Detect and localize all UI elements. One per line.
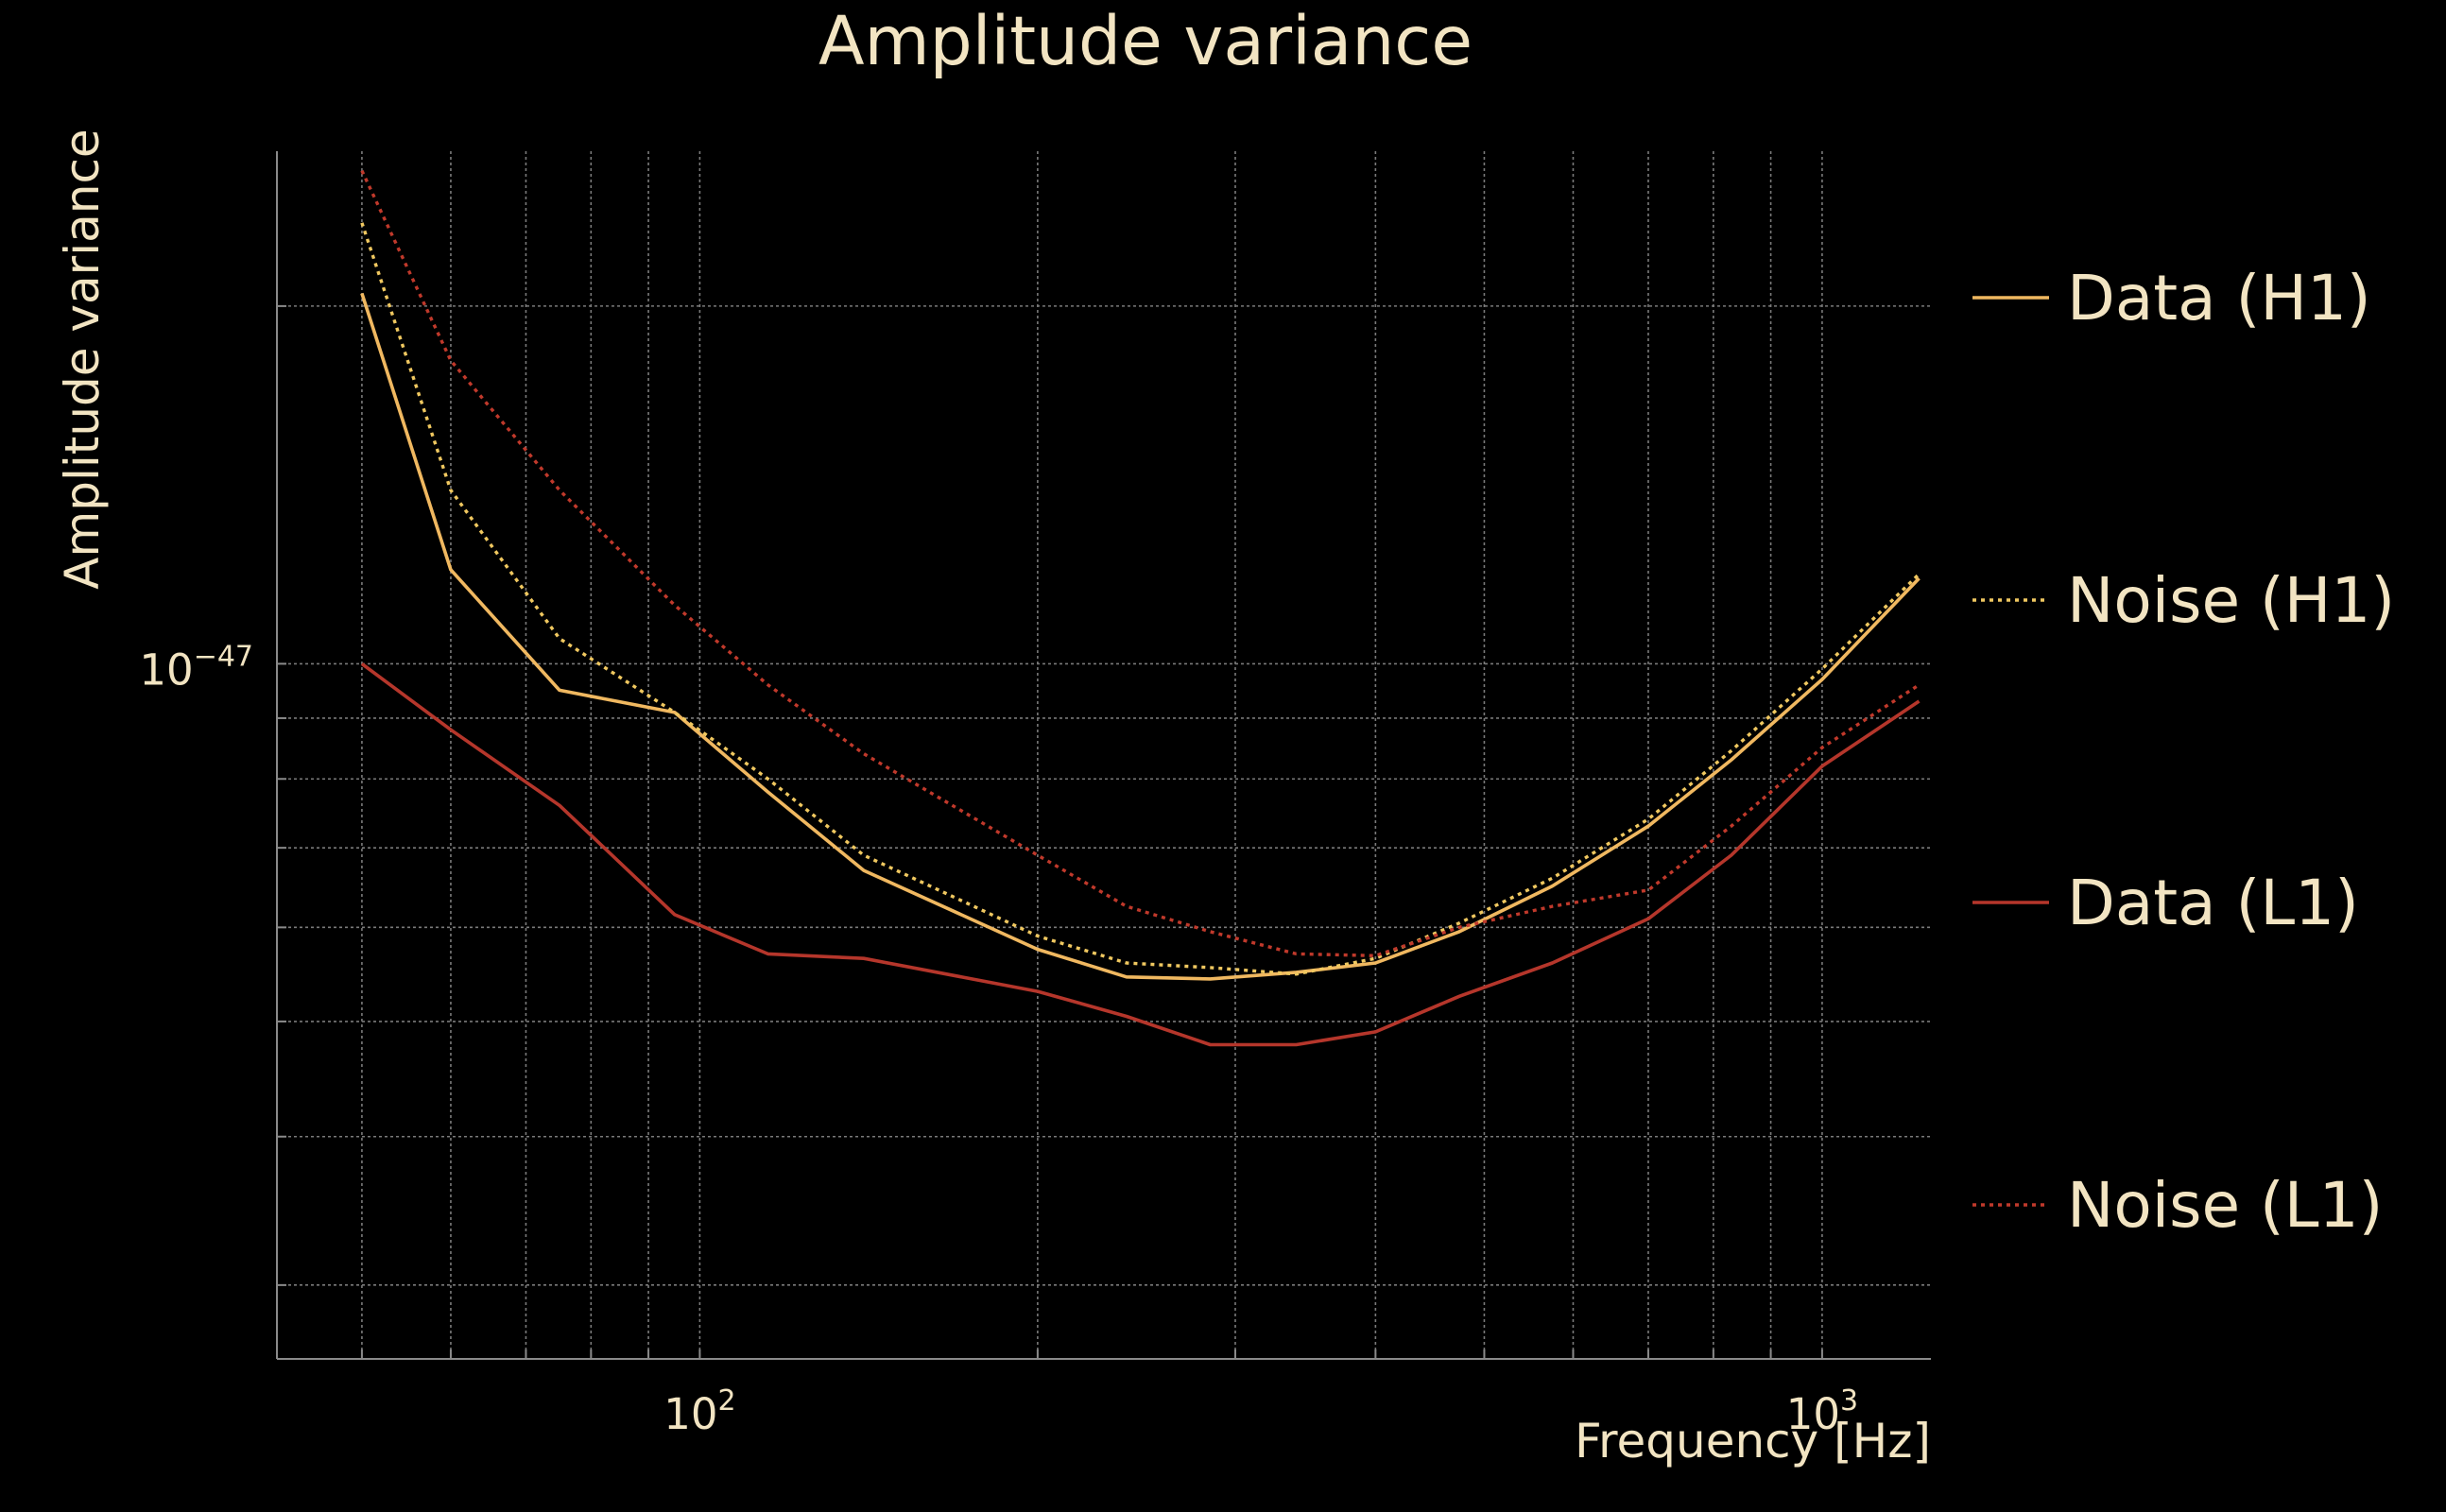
legend-item: Data (L1) [1972,867,2359,939]
series-line-noise-l1 [360,169,1921,957]
series-line-noise-h1 [360,222,1921,976]
y-axis-label: Amplitude variance [55,129,110,589]
plot-frame [276,151,1931,1360]
series-lines [360,169,1921,1047]
x-axis-label: Frequency [Hz] [1575,1414,1931,1469]
legend-label: Noise (L1) [2067,1169,2383,1242]
series-line-data-l1 [360,662,1921,1047]
x-tick-label: 102 [663,1384,735,1439]
x-tick-label: 103 [1786,1384,1858,1439]
tick-labels: 102 103 10−47 [139,640,1858,1439]
series-line-data-h1 [360,292,1921,981]
chart-title: Amplitude variance [818,2,1473,80]
legend-item: Data (H1) [1972,262,2371,335]
legend-label: Noise (H1) [2067,564,2395,637]
legend-item: Noise (H1) [1972,564,2395,637]
legend-label: Data (L1) [2067,867,2359,939]
legend-label: Data (H1) [2067,262,2371,335]
legend: Data (H1) Noise (H1) Data (L1) Noise (L1) [1972,262,2395,1242]
grid [277,151,1931,1359]
legend-item: Noise (L1) [1972,1169,2383,1242]
y-tick-label: 10−47 [139,640,253,695]
